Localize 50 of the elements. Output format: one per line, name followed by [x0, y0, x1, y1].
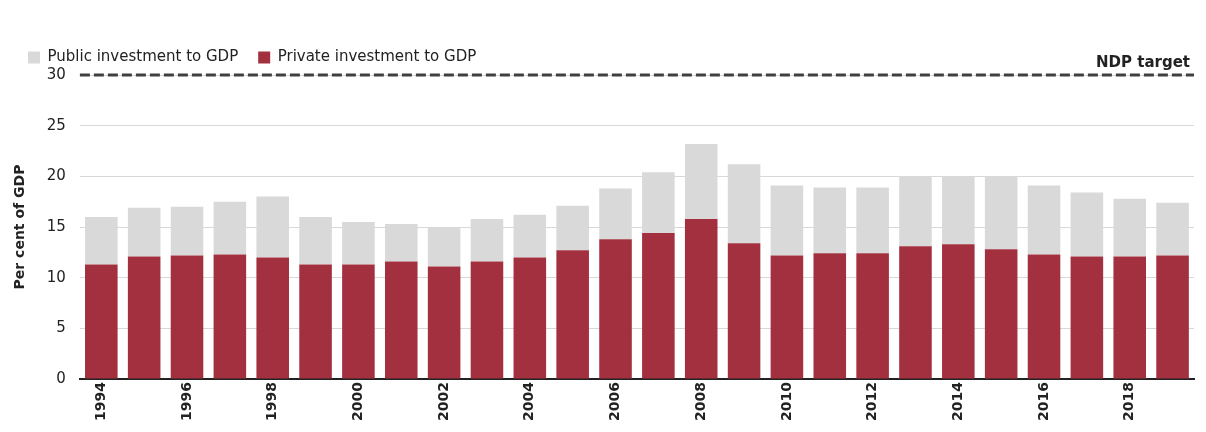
- ref-line-label: NDP target: [1096, 53, 1190, 72]
- x-tick-label: 2014: [948, 381, 965, 421]
- bar: [813, 253, 847, 379]
- bar: [256, 257, 289, 379]
- bar: [984, 249, 1018, 379]
- bar: [127, 256, 161, 379]
- x-tick-label: 2000: [349, 381, 366, 421]
- legend-label: Private investment to GDP: [277, 47, 477, 66]
- bar: [1070, 256, 1104, 379]
- bar: [85, 264, 118, 379]
- bar: [427, 266, 461, 379]
- bar: [727, 243, 761, 379]
- x-tick-label: 2008: [691, 382, 708, 421]
- bar: [556, 250, 589, 379]
- bar: [299, 264, 332, 379]
- bar: [899, 246, 932, 379]
- x-tick-label: 1996: [177, 382, 194, 421]
- y-tick-label: 5: [56, 318, 66, 337]
- bar: [1113, 256, 1147, 379]
- y-tick-label: 10: [46, 267, 66, 286]
- legend-label: Public investment to GDP: [47, 47, 239, 66]
- bar: [1156, 255, 1189, 379]
- x-tick-label: 2018: [1120, 382, 1137, 421]
- y-tick-label: 0: [56, 368, 66, 387]
- y-tick-label: 30: [46, 64, 66, 83]
- x-tick-label: 2002: [434, 382, 451, 421]
- bar: [513, 257, 547, 379]
- y-tick-label: 25: [46, 115, 66, 134]
- bar: [342, 264, 375, 379]
- bar: [470, 261, 504, 379]
- bar: [642, 233, 675, 379]
- bar: [599, 239, 632, 379]
- x-tick-label: 1994: [91, 381, 108, 421]
- bar: [170, 255, 204, 379]
- x-tick-label: 2012: [863, 382, 880, 421]
- y-axis-title: Per cent of GDP: [11, 164, 28, 290]
- bar: [213, 254, 247, 379]
- bar: [1027, 254, 1061, 379]
- bar: [856, 253, 889, 379]
- x-tick-label: 2006: [606, 382, 623, 421]
- x-tick-label: 2016: [1034, 382, 1051, 421]
- bar: [384, 261, 418, 379]
- bar: [942, 244, 975, 379]
- x-tick-label: 2010: [777, 381, 794, 421]
- y-tick-label: 20: [46, 166, 66, 185]
- bar: [770, 255, 804, 379]
- bar: [684, 218, 718, 379]
- y-tick-label: 15: [46, 216, 66, 235]
- x-tick-label: 1998: [263, 382, 280, 421]
- x-tick-label: 2004: [520, 381, 537, 421]
